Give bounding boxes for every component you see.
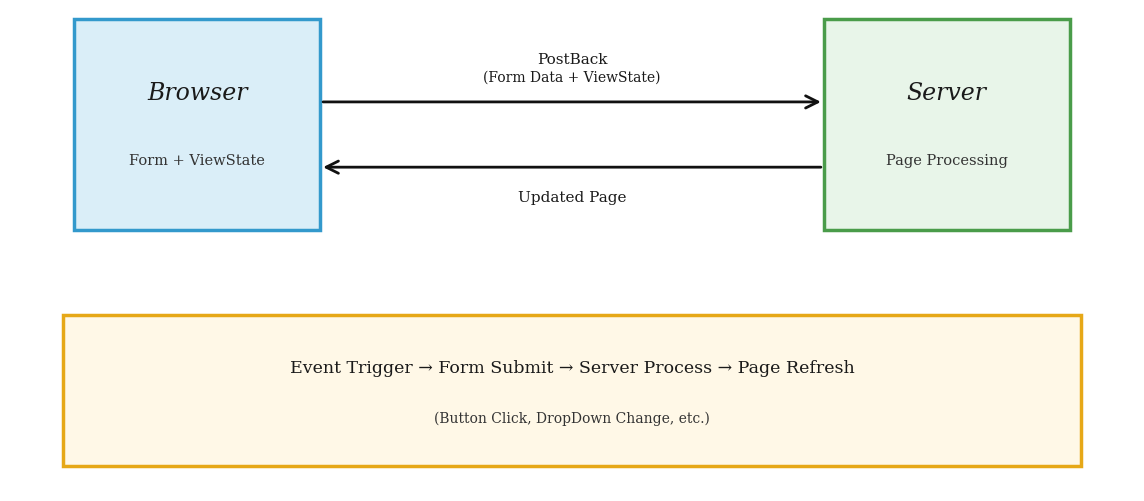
FancyBboxPatch shape: [824, 20, 1070, 230]
Text: Event Trigger → Form Submit → Server Process → Page Refresh: Event Trigger → Form Submit → Server Pro…: [289, 360, 855, 377]
Text: Server: Server: [907, 82, 986, 105]
Text: Page Processing: Page Processing: [885, 154, 1008, 168]
FancyBboxPatch shape: [74, 20, 320, 230]
Text: Form + ViewState: Form + ViewState: [129, 154, 265, 168]
Text: Browser: Browser: [148, 82, 247, 105]
Text: (Form Data + ViewState): (Form Data + ViewState): [483, 71, 661, 85]
Text: (Button Click, DropDown Change, etc.): (Button Click, DropDown Change, etc.): [434, 411, 710, 425]
Text: PostBack: PostBack: [537, 53, 607, 67]
FancyBboxPatch shape: [63, 316, 1081, 466]
Text: Updated Page: Updated Page: [518, 191, 626, 205]
